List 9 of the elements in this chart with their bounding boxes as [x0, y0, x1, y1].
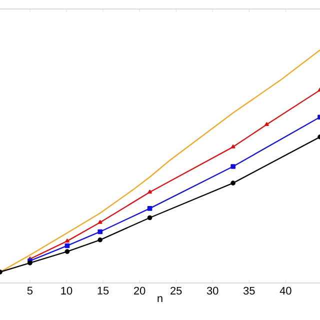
- x-tick-label: 25: [170, 286, 182, 295]
- x-tick-label: 35: [243, 286, 255, 295]
- x-axis-title: n: [158, 296, 162, 302]
- x-tick-label: 40: [280, 286, 292, 295]
- x-tick-label: 30: [206, 286, 218, 295]
- x-tick-label: 5: [27, 286, 33, 294]
- x-tick-label: 10: [61, 286, 72, 295]
- x-tick-label: 20: [134, 286, 146, 295]
- x-tick-label: 15: [98, 286, 109, 294]
